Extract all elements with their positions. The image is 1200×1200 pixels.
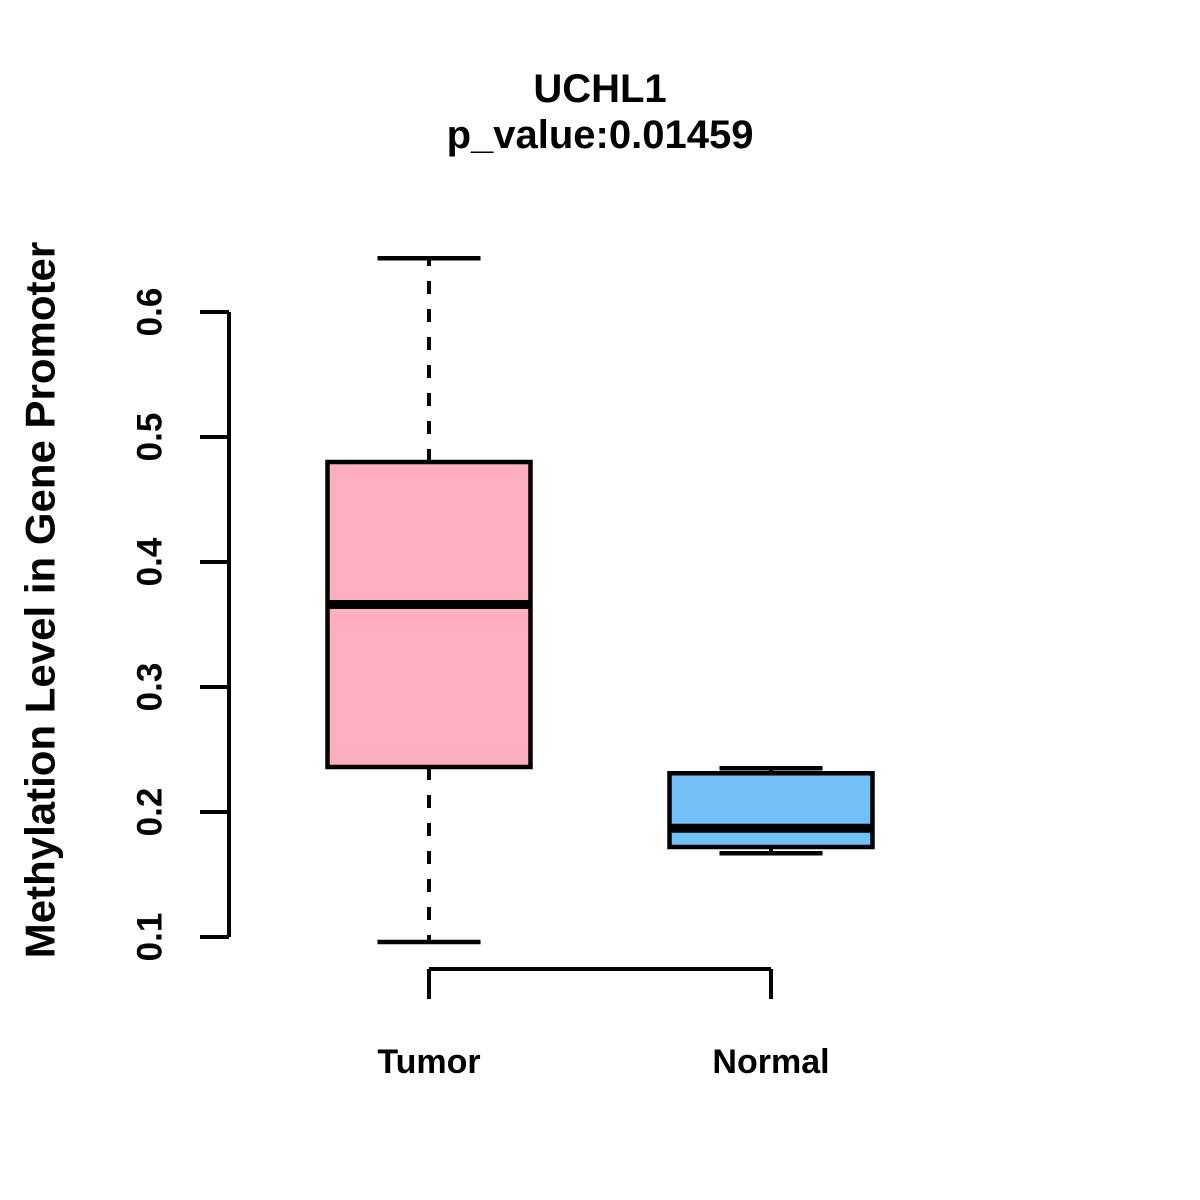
y-tick-label: 0.5 [131, 413, 170, 462]
chart-title: UCHL1 [533, 67, 666, 111]
y-tick-label: 0.6 [131, 288, 170, 337]
x-category-label-tumor: Tumor [377, 1043, 480, 1081]
chart-subtitle-pvalue: p_value:0.01459 [447, 113, 754, 157]
y-tick-label: 0.4 [131, 537, 170, 586]
y-tick-label: 0.2 [131, 788, 170, 837]
plot-elements: 0.1 0.2 0.3 0.4 0.5 0.6 Tumor Normal [131, 256, 875, 1081]
tumor-box [325, 459, 533, 770]
y-tick-label: 0.3 [131, 663, 170, 712]
x-category-label-normal: Normal [712, 1043, 829, 1081]
y-tick-label: 0.1 [131, 913, 170, 962]
normal-box [667, 771, 875, 850]
y-axis-title: Methylation Level in Gene Promoter [17, 242, 64, 958]
